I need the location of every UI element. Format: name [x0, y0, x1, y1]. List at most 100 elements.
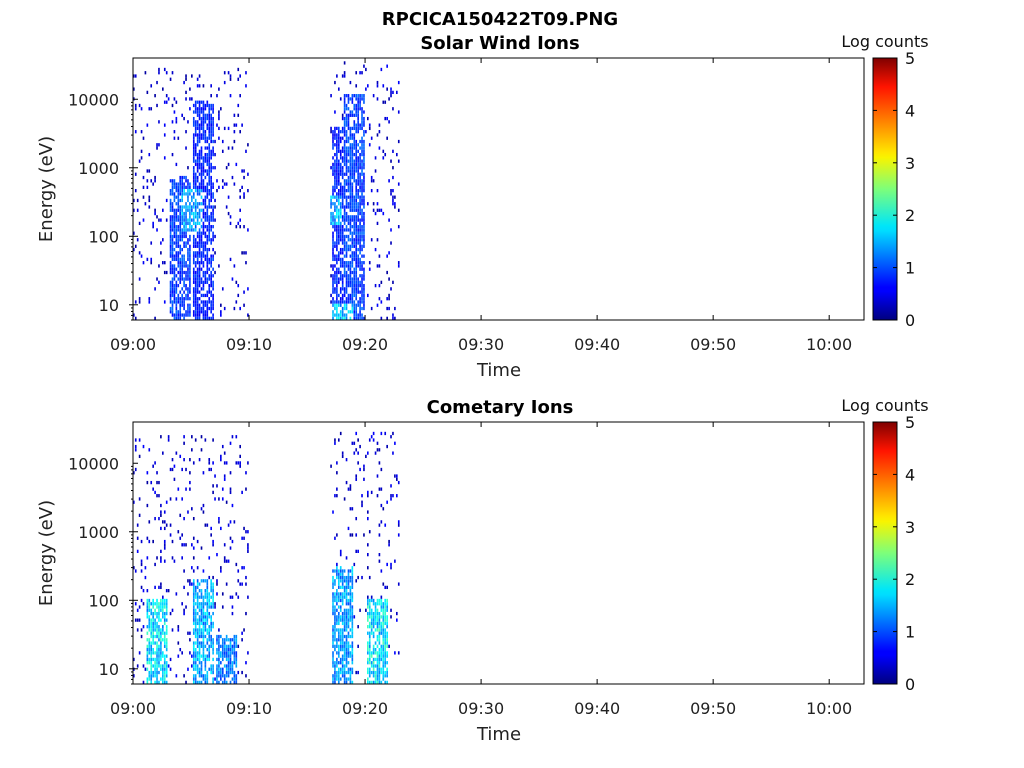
- heatmap-cell: [146, 667, 149, 671]
- heatmap-cell: [212, 234, 214, 239]
- heatmap-cell: [229, 641, 232, 645]
- heatmap-cell: [208, 116, 211, 121]
- heatmap-cell: [386, 631, 388, 635]
- heatmap-cell: [336, 651, 338, 655]
- heatmap-cell: [196, 84, 199, 88]
- heatmap-cell: [349, 487, 352, 491]
- heatmap-cell: [200, 664, 203, 668]
- heatmap-cell: [192, 103, 195, 108]
- heatmap-cell: [349, 310, 352, 314]
- heatmap-cell: [337, 303, 340, 307]
- heatmap-cell: [243, 175, 245, 180]
- heatmap-cell: [355, 198, 358, 203]
- heatmap-cell: [158, 647, 160, 652]
- heatmap-cell: [134, 618, 137, 622]
- heatmap-cell: [368, 657, 371, 662]
- heatmap-cell: [345, 670, 348, 675]
- heatmap-cell: [349, 270, 352, 275]
- heatmap-cell: [192, 215, 195, 219]
- heatmap-cell: [359, 221, 361, 226]
- heatmap-cell: [349, 192, 352, 196]
- heatmap-cell: [370, 238, 373, 242]
- heatmap-cell: [347, 667, 350, 671]
- heatmap-cell: [196, 241, 199, 245]
- heatmap-cell: [349, 589, 352, 593]
- heatmap-cell: [194, 313, 197, 317]
- heatmap-cell: [206, 126, 209, 131]
- heatmap-cell: [175, 228, 178, 232]
- heatmap-cell: [239, 208, 241, 212]
- heatmap-cell: [204, 661, 207, 665]
- heatmap-cell: [372, 431, 375, 436]
- heatmap-cell: [210, 84, 212, 88]
- heatmap-cell: [397, 533, 400, 537]
- heatmap-cell: [140, 539, 143, 544]
- heatmap-cell: [212, 582, 214, 586]
- heatmap-cell: [210, 215, 212, 219]
- heatmap-cell: [349, 169, 352, 173]
- heatmap-cell: [146, 589, 149, 593]
- heatmap-cell: [376, 189, 379, 193]
- heatmap-cell: [212, 303, 214, 307]
- heatmap-cell: [225, 657, 228, 662]
- heatmap-cell: [336, 628, 338, 632]
- heatmap-cell: [142, 185, 145, 189]
- heatmap-cell: [171, 267, 174, 271]
- heatmap-cell: [351, 625, 354, 629]
- heatmap-cell: [378, 559, 381, 563]
- heatmap-cell: [183, 674, 185, 678]
- heatmap-cell: [204, 247, 207, 252]
- heatmap-cell: [361, 261, 363, 265]
- heatmap-cell: [175, 202, 178, 206]
- heatmap-cell: [216, 484, 218, 488]
- heatmap-cell: [386, 615, 388, 619]
- heatmap-cell: [349, 228, 352, 232]
- heatmap-cell: [214, 234, 216, 239]
- heatmap-cell: [336, 572, 338, 576]
- heatmap-cell: [192, 647, 195, 652]
- heatmap-cell: [367, 553, 369, 557]
- heatmap-cell: [361, 500, 363, 504]
- heatmap-cell: [353, 208, 356, 212]
- heatmap-cell: [245, 71, 247, 75]
- heatmap-cell: [206, 211, 209, 216]
- heatmap-cell: [171, 71, 174, 75]
- heatmap-cell: [179, 238, 182, 242]
- heatmap-cell: [214, 152, 216, 157]
- heatmap-cell: [359, 97, 361, 101]
- heatmap-cell: [380, 608, 383, 612]
- heatmap-cell: [351, 264, 354, 268]
- heatmap-cell: [216, 677, 218, 681]
- heatmap-cell: [245, 674, 247, 678]
- heatmap-cell: [380, 621, 383, 626]
- heatmap-cell: [359, 467, 361, 472]
- heatmap-cell: [194, 103, 197, 108]
- heatmap-cell: [142, 444, 145, 449]
- heatmap-cell: [185, 487, 187, 491]
- heatmap-cell: [347, 618, 350, 622]
- heatmap-cell: [386, 306, 388, 311]
- heatmap-cell: [150, 618, 153, 622]
- heatmap-cell: [388, 179, 390, 183]
- heatmap-cell: [332, 313, 334, 317]
- heatmap-cell: [247, 172, 249, 176]
- heatmap-cell: [374, 651, 377, 655]
- heatmap-cell: [150, 621, 153, 626]
- heatmap-cell: [332, 221, 334, 226]
- heatmap-cell: [171, 251, 174, 255]
- heatmap-cell: [208, 130, 211, 134]
- heatmap-cell: [179, 225, 182, 229]
- colorbar-tick-label: 1: [905, 623, 915, 642]
- heatmap-cell: [330, 126, 332, 131]
- heatmap-cell: [196, 595, 199, 599]
- heatmap-cell: [239, 461, 241, 465]
- heatmap-cell: [185, 467, 187, 472]
- heatmap-cell: [202, 156, 205, 160]
- heatmap-cell: [359, 444, 361, 449]
- heatmap-cell: [355, 84, 358, 88]
- heatmap-cell: [196, 185, 199, 189]
- heatmap-cell: [361, 149, 363, 153]
- heatmap-cell: [208, 628, 211, 632]
- heatmap-cell: [191, 582, 193, 586]
- heatmap-cell: [345, 290, 348, 294]
